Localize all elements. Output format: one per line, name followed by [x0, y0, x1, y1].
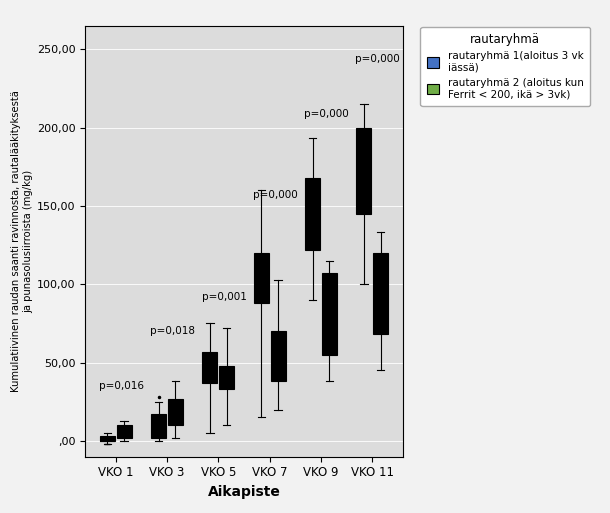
Legend: rautaryhmä 1(aloitus 3 vk
iässä), rautaryhmä 2 (aloitus kun
Ferrit < 200, ikä > : rautaryhmä 1(aloitus 3 vk iässä), rautar…	[420, 27, 590, 106]
Y-axis label: Kumulatiivinen raudan saanti ravinnosta, rautalääkityksestä
ja punasolusiirroist: Kumulatiivinen raudan saanti ravinnosta,…	[12, 90, 33, 392]
PathPatch shape	[305, 177, 320, 250]
PathPatch shape	[271, 331, 285, 381]
PathPatch shape	[117, 425, 132, 438]
PathPatch shape	[254, 253, 269, 303]
PathPatch shape	[356, 128, 371, 214]
PathPatch shape	[100, 436, 115, 441]
PathPatch shape	[168, 399, 183, 425]
Text: p=0,018: p=0,018	[150, 326, 195, 337]
PathPatch shape	[219, 366, 234, 389]
PathPatch shape	[373, 253, 388, 334]
Text: p=0,001: p=0,001	[201, 292, 246, 302]
Text: p=0,000: p=0,000	[253, 190, 298, 200]
PathPatch shape	[203, 351, 217, 383]
X-axis label: Aikapiste: Aikapiste	[207, 485, 281, 499]
Text: p=0,016: p=0,016	[99, 381, 144, 391]
PathPatch shape	[151, 415, 166, 438]
PathPatch shape	[322, 273, 337, 354]
Text: p=0,000: p=0,000	[356, 54, 400, 64]
Text: p=0,000: p=0,000	[304, 109, 349, 119]
